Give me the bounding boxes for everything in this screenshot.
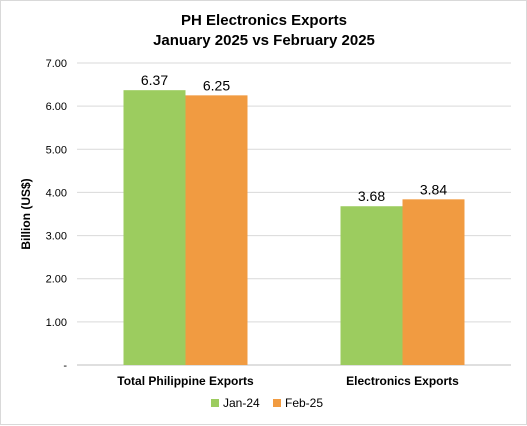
bar-jan-24 (340, 206, 403, 365)
data-label: 3.68 (358, 188, 385, 204)
y-axis-label: Billion (US$) (19, 178, 33, 249)
y-tick-label: 4.00 (46, 187, 67, 199)
legend-entry: Feb-25 (285, 396, 323, 410)
chart-title-line-2: January 2025 vs February 2025 (153, 32, 375, 49)
legend-entry: Jan-24 (223, 396, 260, 410)
chart-title-line-1: PH Electronics Exports (181, 12, 347, 29)
y-tick-label: 7.00 (46, 58, 67, 70)
y-tick-label: 6.00 (46, 101, 67, 113)
legend-swatch (273, 399, 281, 407)
y-tick-label: 3.00 (46, 231, 67, 243)
y-tick-label: 1.00 (46, 317, 67, 329)
data-label: 6.25 (203, 77, 230, 93)
chart-title: PH Electronics Exports January 2025 vs F… (153, 12, 375, 49)
y-tick-label: 5.00 (46, 144, 67, 156)
data-label: 6.37 (141, 72, 168, 88)
bar-feb-25 (185, 95, 248, 365)
x-category-label: Total Philippine Exports (117, 374, 254, 388)
bar-jan-24 (123, 90, 186, 366)
bar-feb-25 (402, 199, 465, 365)
data-label: 3.84 (420, 181, 447, 197)
x-category-label: Electronics Exports (346, 374, 459, 388)
y-tick-label: 2.00 (46, 274, 67, 286)
legend-swatch (211, 399, 219, 407)
y-tick-label: - (63, 360, 67, 372)
